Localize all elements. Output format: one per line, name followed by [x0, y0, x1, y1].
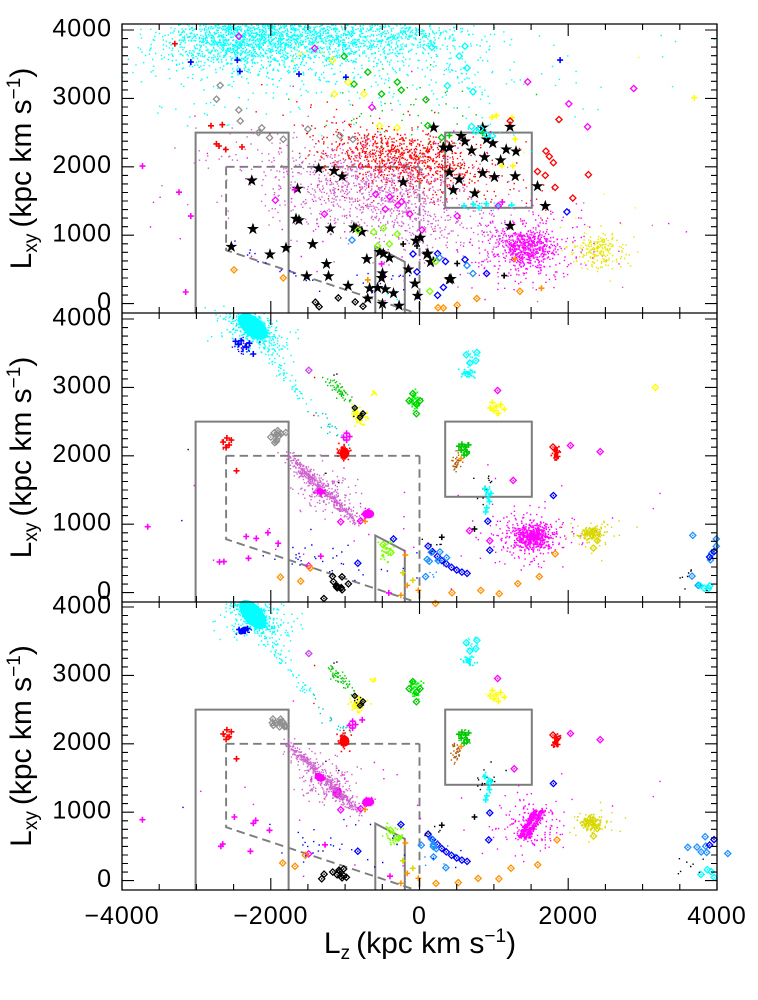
svg-text:−4000: −4000 [84, 902, 159, 930]
svg-text:1000: 1000 [52, 509, 112, 537]
svg-text:1000: 1000 [52, 797, 112, 825]
svg-text:1000: 1000 [52, 220, 112, 248]
svg-text:2000: 2000 [52, 440, 112, 468]
svg-text:4000: 4000 [52, 591, 112, 619]
svg-text:3000: 3000 [52, 660, 112, 688]
svg-text:−2000: −2000 [233, 902, 308, 930]
svg-text:0: 0 [97, 288, 112, 316]
svg-text:2000: 2000 [52, 151, 112, 179]
svg-text:Lxy (kpc km s−1): Lxy (kpc km s−1) [4, 68, 42, 270]
svg-text:Lz (kpc km s−1): Lz (kpc km s−1) [324, 926, 516, 964]
svg-text:4000: 4000 [687, 902, 747, 930]
svg-text:3000: 3000 [52, 372, 112, 400]
svg-text:2000: 2000 [538, 902, 598, 930]
svg-text:2000: 2000 [52, 728, 112, 756]
svg-text:4000: 4000 [52, 303, 112, 331]
svg-text:3000: 3000 [52, 83, 112, 111]
svg-text:4000: 4000 [52, 14, 112, 42]
svg-text:0: 0 [97, 577, 112, 605]
svg-text:0: 0 [412, 902, 427, 930]
svg-text:0: 0 [97, 865, 112, 893]
